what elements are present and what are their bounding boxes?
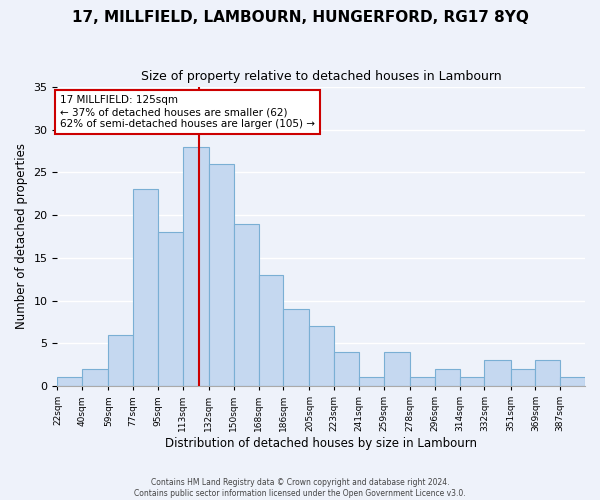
Bar — [259, 275, 283, 386]
Bar — [283, 309, 310, 386]
Bar — [410, 378, 435, 386]
Bar — [234, 224, 259, 386]
Y-axis label: Number of detached properties: Number of detached properties — [15, 144, 28, 330]
Bar — [58, 378, 82, 386]
Bar — [511, 369, 535, 386]
Bar — [435, 369, 460, 386]
Bar — [560, 378, 585, 386]
Bar — [384, 352, 410, 386]
Text: Contains HM Land Registry data © Crown copyright and database right 2024.
Contai: Contains HM Land Registry data © Crown c… — [134, 478, 466, 498]
Bar — [484, 360, 511, 386]
Bar — [535, 360, 560, 386]
Bar — [334, 352, 359, 386]
Text: 17 MILLFIELD: 125sqm
← 37% of detached houses are smaller (62)
62% of semi-detac: 17 MILLFIELD: 125sqm ← 37% of detached h… — [60, 96, 315, 128]
Bar — [209, 164, 234, 386]
Bar — [82, 369, 109, 386]
Title: Size of property relative to detached houses in Lambourn: Size of property relative to detached ho… — [141, 70, 502, 83]
Bar — [133, 190, 158, 386]
Bar — [109, 335, 133, 386]
Bar — [460, 378, 484, 386]
X-axis label: Distribution of detached houses by size in Lambourn: Distribution of detached houses by size … — [165, 437, 477, 450]
Bar — [183, 147, 209, 386]
Bar — [310, 326, 334, 386]
Bar — [158, 232, 183, 386]
Bar — [359, 378, 384, 386]
Text: 17, MILLFIELD, LAMBOURN, HUNGERFORD, RG17 8YQ: 17, MILLFIELD, LAMBOURN, HUNGERFORD, RG1… — [71, 10, 529, 25]
